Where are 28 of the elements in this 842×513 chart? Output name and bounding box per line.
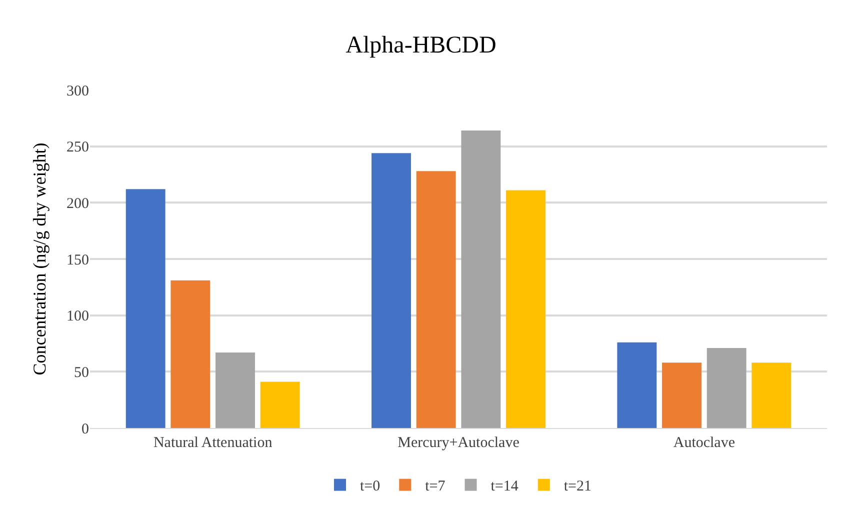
bar xyxy=(170,280,210,428)
y-tick-label: 150 xyxy=(66,252,89,268)
legend-label: t=0 xyxy=(360,478,380,495)
bar xyxy=(617,342,657,428)
bar xyxy=(662,362,702,428)
bar xyxy=(706,348,746,428)
legend-label: t=7 xyxy=(425,478,446,495)
bar xyxy=(752,362,792,428)
x-tick-label: Natural Attenuation xyxy=(153,435,273,451)
x-tick-label: Mercury+Autoclave xyxy=(398,435,520,451)
bar xyxy=(416,171,456,428)
y-tick-label: 100 xyxy=(66,308,89,325)
legend-label: t=21 xyxy=(564,478,592,495)
y-tick-label: 50 xyxy=(74,364,89,381)
y-axis-title: Concentration (ng/g dry weight) xyxy=(30,142,50,376)
bar xyxy=(260,382,300,428)
bar xyxy=(506,190,546,428)
bar xyxy=(461,130,501,428)
y-tick-label: 300 xyxy=(66,83,89,100)
bar xyxy=(126,189,166,428)
chart-title: Alpha-HBCDD xyxy=(346,32,496,59)
y-tick-label: 200 xyxy=(66,196,89,212)
legend-label: t=14 xyxy=(490,478,519,495)
y-tick-label: 0 xyxy=(82,421,89,438)
y-tick-label: 250 xyxy=(66,140,89,156)
x-tick-label: Autoclave xyxy=(673,435,736,451)
bar xyxy=(372,153,411,428)
bar xyxy=(216,352,255,428)
